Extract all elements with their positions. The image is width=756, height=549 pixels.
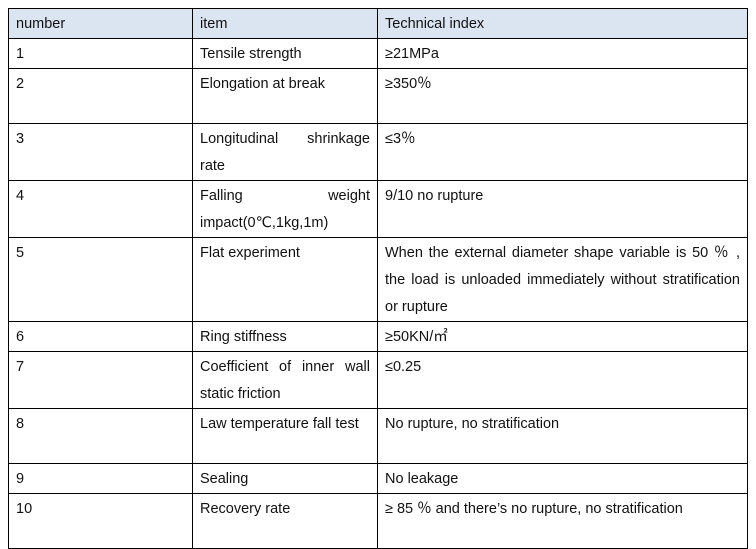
table-row: 5 Flat experiment When the external diamet… [8, 237, 748, 322]
table-cell: 3 [8, 123, 193, 181]
table-row: 10 Recovery rate ≥ 85 ％ and there’s no rup… [8, 493, 748, 549]
table-cell: Law temperature fall test [192, 408, 378, 464]
table-cell: 5 [8, 237, 193, 322]
table-cell: Longitudinal shrinkage rate [192, 123, 378, 181]
table-row: 6 Ring stiffness ≥50KN/㎡ [8, 321, 748, 352]
table-cell: ≤3％ [377, 123, 748, 181]
table-container: number item Technical index 1 Tensile streng… [8, 8, 748, 549]
table-cell: Falling weight impact(0℃,1kg,1m) [192, 180, 378, 238]
table-cell: When the external diameter shape variabl… [377, 237, 748, 322]
table-cell: Flat experiment [192, 237, 378, 322]
table-row: 1 Tensile strength ≥21MPa [8, 38, 748, 69]
table-cell: ≥350％ [377, 68, 748, 124]
table-cell: Tensile strength [192, 38, 378, 69]
table-cell: No rupture, no stratification [377, 408, 748, 464]
table-row: 7 Coefficient of inner wall static fricti… [8, 351, 748, 409]
table-cell: 1 [8, 38, 193, 69]
table-cell: 2 [8, 68, 193, 124]
header-cell: Technical index [377, 8, 748, 39]
table-cell: 10 [8, 493, 193, 549]
table-cell: No leakage [377, 463, 748, 494]
table-cell: 7 [8, 351, 193, 409]
table-cell: 9/10 no rupture [377, 180, 748, 238]
table-cell: Sealing [192, 463, 378, 494]
header-cell: number [8, 8, 193, 39]
table-cell: Coefficient of inner wall static frictio… [192, 351, 378, 409]
table-cell: Recovery rate [192, 493, 378, 549]
table-cell: ≤0.25 [377, 351, 748, 409]
spec-table: number item Technical index 1 Tensile streng… [8, 8, 748, 549]
table-row: 8 Law temperature fall test No rupture, no… [8, 408, 748, 464]
table-cell: 6 [8, 321, 193, 352]
header-row: number item Technical index [8, 8, 748, 39]
table-row: 3 Longitudinal shrinkage rate ≤3％ [8, 123, 748, 181]
table-cell: ≥21MPa [377, 38, 748, 69]
table-cell: 4 [8, 180, 193, 238]
table-cell: 9 [8, 463, 193, 494]
table-row: 2 Elongation at break ≥350％ [8, 68, 748, 124]
table-cell: ≥ 85 ％ and there’s no rupture, no strati… [377, 493, 748, 549]
table-cell: Ring stiffness [192, 321, 378, 352]
table-cell: Elongation at break [192, 68, 378, 124]
table-row: 4 Falling weight impact(0℃,1kg,1m) 9/10 no… [8, 180, 748, 238]
header-cell: item [192, 8, 378, 39]
table-row: 9 Sealing No leakage [8, 463, 748, 494]
table-cell: ≥50KN/㎡ [377, 321, 748, 352]
table-cell: 8 [8, 408, 193, 464]
